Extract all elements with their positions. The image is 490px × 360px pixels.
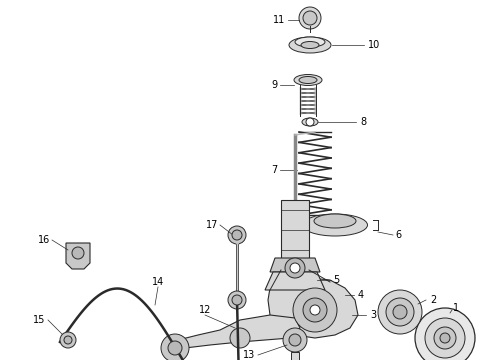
Text: 2: 2 [430, 295, 436, 305]
Circle shape [283, 328, 307, 352]
Circle shape [440, 333, 450, 343]
Ellipse shape [289, 37, 331, 53]
Ellipse shape [302, 118, 318, 126]
Circle shape [64, 336, 72, 344]
Text: 5: 5 [333, 275, 339, 285]
Circle shape [299, 7, 321, 29]
Circle shape [378, 290, 422, 334]
Circle shape [230, 328, 250, 348]
Ellipse shape [294, 75, 322, 85]
Text: 6: 6 [395, 230, 401, 240]
Circle shape [393, 305, 407, 319]
Polygon shape [66, 243, 90, 269]
Circle shape [310, 305, 320, 315]
Text: 1: 1 [453, 303, 459, 313]
Circle shape [60, 332, 76, 348]
Circle shape [293, 288, 337, 332]
Bar [281, 200, 309, 260]
Text: 16: 16 [38, 235, 50, 245]
Circle shape [289, 334, 301, 346]
Circle shape [415, 308, 475, 360]
Circle shape [168, 341, 182, 355]
Text: 8: 8 [360, 117, 366, 127]
Ellipse shape [314, 214, 356, 228]
Text: 10: 10 [368, 40, 380, 50]
Polygon shape [170, 315, 300, 355]
Circle shape [386, 298, 414, 326]
Circle shape [228, 226, 246, 244]
Ellipse shape [295, 37, 325, 47]
Text: 11: 11 [273, 15, 285, 25]
Text: 17: 17 [206, 220, 218, 230]
Polygon shape [268, 278, 358, 338]
Text: 14: 14 [152, 277, 164, 287]
Circle shape [425, 318, 465, 358]
Text: 12: 12 [199, 305, 211, 315]
Text: 13: 13 [243, 350, 255, 360]
Circle shape [303, 298, 327, 322]
Bar [291, 352, 299, 360]
Text: 15: 15 [33, 315, 45, 325]
Circle shape [232, 295, 242, 305]
Circle shape [290, 263, 300, 273]
Circle shape [285, 258, 305, 278]
Polygon shape [270, 258, 320, 272]
Text: 7: 7 [271, 165, 277, 175]
Circle shape [161, 334, 189, 360]
Text: 4: 4 [358, 290, 364, 300]
Ellipse shape [302, 214, 368, 236]
Circle shape [306, 118, 314, 126]
Text: 9: 9 [271, 80, 277, 90]
Text: 3: 3 [370, 310, 376, 320]
Circle shape [228, 291, 246, 309]
Ellipse shape [299, 77, 317, 84]
Ellipse shape [301, 18, 319, 24]
Circle shape [434, 327, 456, 349]
Ellipse shape [301, 41, 319, 49]
Circle shape [72, 247, 84, 259]
Circle shape [232, 230, 242, 240]
Polygon shape [265, 272, 325, 290]
Circle shape [303, 11, 317, 25]
